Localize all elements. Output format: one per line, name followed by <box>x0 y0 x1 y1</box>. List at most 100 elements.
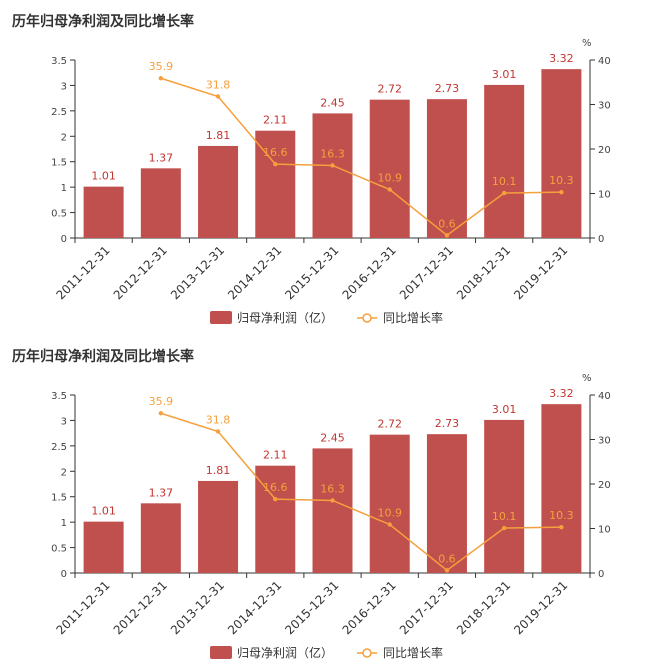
growth-data-label: 16.3 <box>320 147 345 160</box>
growth-point <box>559 524 564 530</box>
growth-data-label: 31.8 <box>206 413 231 426</box>
growth-data-label: 10.3 <box>549 174 574 187</box>
right-axis-unit: % <box>582 38 592 49</box>
left-axis-tick-label: 0 <box>61 569 67 580</box>
growth-data-label: 10.1 <box>492 175 517 188</box>
bar <box>312 113 353 238</box>
right-axis-tick-label: 40 <box>598 56 611 67</box>
growth-data-label: 10.9 <box>377 171 402 184</box>
x-axis-category-label: 2016-12-31 <box>340 243 399 302</box>
bar <box>83 521 124 573</box>
left-axis-tick-label: 2 <box>61 467 67 478</box>
left-axis-tick-label: 3 <box>61 81 67 92</box>
bar-data-label: 3.32 <box>549 387 574 400</box>
bar-data-label: 3.32 <box>549 52 574 65</box>
bar-data-label: 3.01 <box>492 403 517 416</box>
left-axis-tick-label: 3.5 <box>51 391 67 402</box>
growth-data-label: 16.6 <box>263 146 288 159</box>
growth-point <box>330 163 335 168</box>
right-axis-unit: % <box>582 373 592 384</box>
growth-point <box>330 498 335 503</box>
bar <box>140 503 181 573</box>
growth-point <box>387 187 392 192</box>
x-axis-category-label: 2013-12-31 <box>168 243 227 302</box>
growth-data-label: 16.3 <box>320 482 345 495</box>
left-axis-tick-label: 1 <box>61 183 67 194</box>
growth-data-label: 10.9 <box>377 506 402 519</box>
right-axis-tick-label: 20 <box>598 480 611 491</box>
bar <box>312 448 353 573</box>
bar <box>541 69 582 238</box>
growth-data-label: 16.6 <box>263 481 288 494</box>
x-axis-category-label: 2017-12-31 <box>397 578 456 637</box>
chart-svg-1: 历年归母净利润及同比增长率 0 0.5 1 1.5 2 2.5 3 3.5 0 10 20 30 40% 2… <box>12 13 611 325</box>
chart-title: 历年归母净利润及同比增长率 <box>12 348 194 365</box>
growth-point <box>273 161 278 167</box>
x-axis-category-label: 2018-12-31 <box>454 578 513 637</box>
growth-data-label: 10.3 <box>549 509 574 522</box>
growth-point <box>444 568 450 573</box>
chart-panel-1: 历年归母净利润及同比增长率 0 0.5 1 1.5 2 2.5 3 3.5 0 10 20 30 40% 2… <box>12 13 611 325</box>
bar <box>426 99 467 238</box>
legend-line-label: 同比增长率 <box>383 310 443 325</box>
x-axis-category-label: 2012-12-31 <box>111 243 170 302</box>
growth-data-label: 10.1 <box>492 510 517 523</box>
growth-point <box>215 94 221 99</box>
right-axis-tick-label: 30 <box>598 436 611 447</box>
x-axis-category-label: 2014-12-31 <box>225 578 284 637</box>
legend-bar-label: 归母净利润（亿） <box>237 645 333 660</box>
growth-point <box>158 411 164 416</box>
bar <box>198 145 239 238</box>
bar <box>83 186 124 238</box>
left-axis-tick-label: 3.5 <box>51 56 67 67</box>
legend-bar-label: 归母净利润（亿） <box>237 310 333 325</box>
x-axis-category-label: 2012-12-31 <box>111 578 170 637</box>
bar-data-label: 2.11 <box>263 114 288 127</box>
growth-point <box>215 429 221 434</box>
right-axis-tick-label: 10 <box>598 525 611 536</box>
bar <box>541 404 582 573</box>
x-axis-category-label: 2019-12-31 <box>511 243 570 302</box>
legend-line-marker <box>362 648 372 658</box>
left-axis-tick-label: 0 <box>61 234 67 245</box>
x-axis-category-label: 2016-12-31 <box>340 578 399 637</box>
bar-data-label: 2.72 <box>377 418 402 431</box>
x-axis-category-label: 2015-12-31 <box>282 578 341 637</box>
left-axis-tick-label: 2.5 <box>51 442 67 453</box>
bar <box>426 434 467 573</box>
left-axis-tick-label: 3 <box>61 416 67 427</box>
left-axis-tick-label: 0.5 <box>51 544 67 555</box>
bar-data-label: 2.72 <box>377 83 402 96</box>
bar <box>484 84 525 238</box>
growth-point <box>273 496 278 502</box>
bar-data-label: 2.45 <box>320 431 345 444</box>
bar-data-label: 1.37 <box>149 486 174 499</box>
right-axis-tick-label: 0 <box>598 234 604 245</box>
growth-point <box>559 189 564 195</box>
bar-data-label: 2.73 <box>435 82 460 95</box>
growth-data-label: 35.9 <box>149 395 174 408</box>
x-axis-category-label: 2017-12-31 <box>397 243 456 302</box>
bar-data-label: 1.81 <box>206 129 231 142</box>
bar-data-label: 3.01 <box>492 68 517 81</box>
left-axis-tick-label: 1 <box>61 518 67 529</box>
bar-data-label: 1.01 <box>91 170 116 183</box>
bar <box>369 99 410 238</box>
bar <box>140 168 181 238</box>
right-axis-tick-label: 0 <box>598 569 604 580</box>
chart-panel-2: 历年归母净利润及同比增长率 0 0.5 1 1.5 2 2.5 3 3.5 0 10 20 30 40% 2… <box>0 335 664 670</box>
growth-point <box>501 190 507 196</box>
growth-point <box>387 522 392 527</box>
bar <box>484 419 525 573</box>
growth-line <box>160 412 562 572</box>
growth-data-label: 0.6 <box>438 552 456 565</box>
x-axis-category-label: 2015-12-31 <box>282 243 341 302</box>
left-axis-tick-label: 1.5 <box>51 158 67 169</box>
bar-data-label: 1.37 <box>149 151 174 164</box>
right-axis-tick-label: 20 <box>598 145 611 156</box>
right-axis-tick-label: 30 <box>598 101 611 112</box>
right-axis-tick-label: 40 <box>598 391 611 402</box>
bar-data-label: 1.81 <box>206 464 231 477</box>
growth-point <box>444 233 450 238</box>
bar <box>198 480 239 573</box>
